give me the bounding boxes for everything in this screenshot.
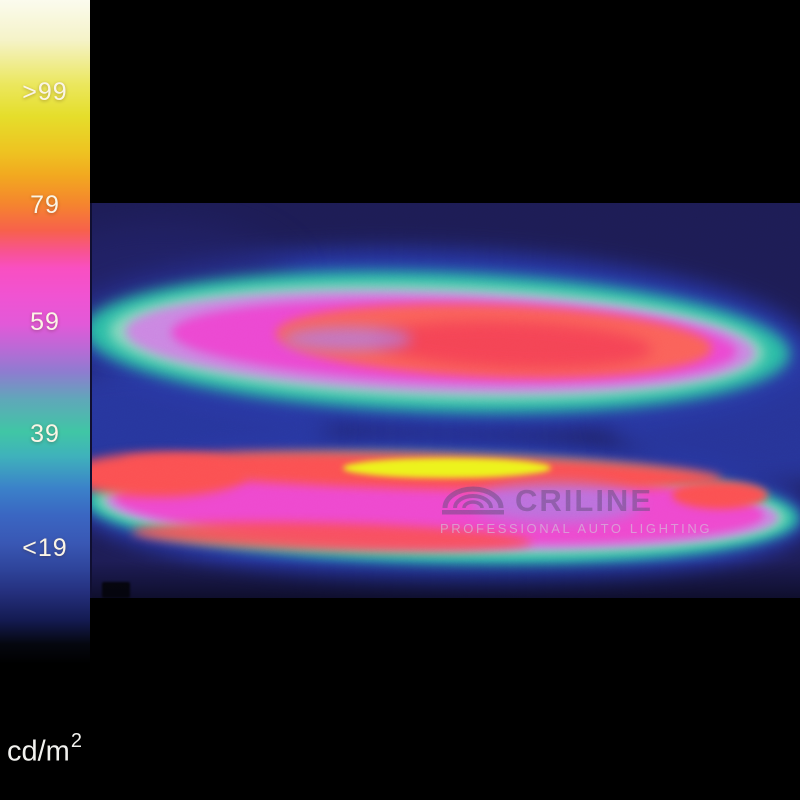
- colorbar-tick-59: 59: [30, 308, 60, 336]
- lower-beam-yellow-core: [343, 458, 551, 478]
- colorbar-tick-gt99: >99: [22, 78, 68, 106]
- watermark: CRILINE PROFESSIONAL AUTO LIGHTING: [440, 484, 712, 536]
- colorbar-scale: >99 79 59 39 <19: [0, 0, 90, 800]
- watermark-brand: CRILINE: [515, 483, 653, 518]
- colorbar-tick-lt19: <19: [22, 534, 68, 562]
- colorbar-tick-79: 79: [30, 191, 60, 219]
- unit-label: cd/m2: [7, 730, 82, 769]
- bottom-horizon-shading: [92, 561, 800, 598]
- upper-beam-violet-patch: [282, 327, 412, 351]
- luminance-heatmap: CRILINE PROFESSIONAL AUTO LIGHTING: [90, 203, 800, 598]
- light-beam-arcs-icon: [442, 486, 504, 515]
- watermark-tagline: PROFESSIONAL AUTO LIGHTING: [440, 521, 713, 536]
- colorbar-tick-39: 39: [30, 420, 60, 448]
- unit-exponent: 2: [70, 730, 82, 752]
- unit-base: cd/m: [7, 735, 70, 768]
